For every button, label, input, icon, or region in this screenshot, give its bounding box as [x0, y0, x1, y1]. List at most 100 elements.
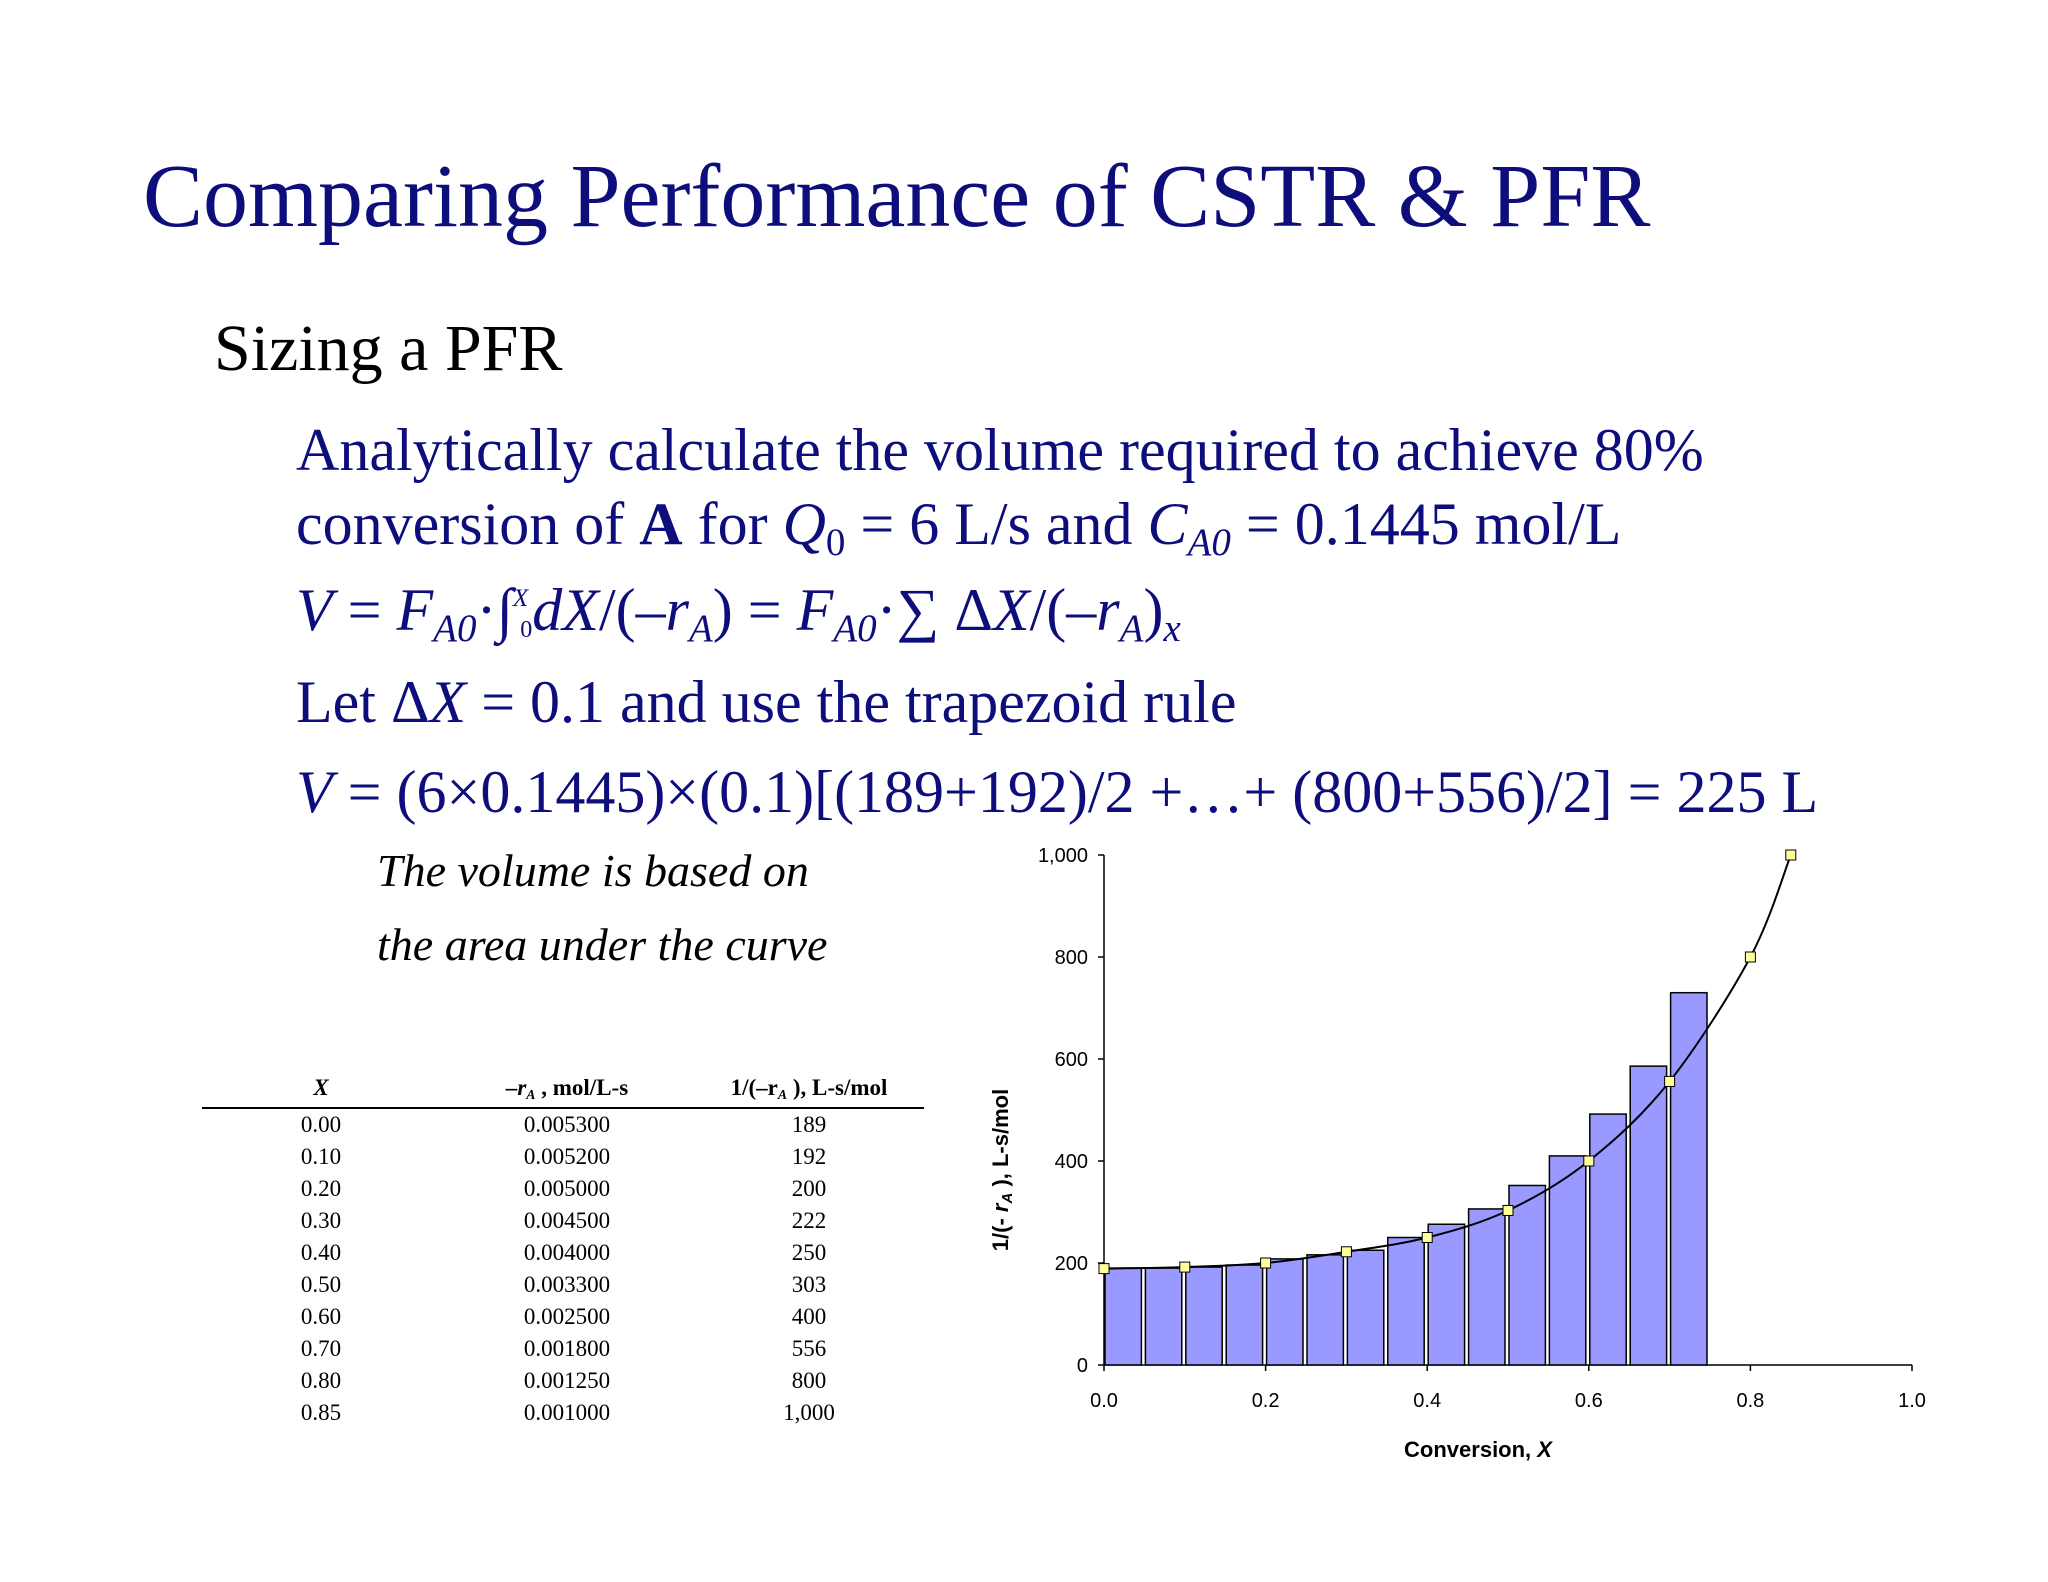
header-inv-post: ), L-s/mol — [787, 1075, 888, 1100]
cell-inverse-rate: 556 — [791, 1336, 827, 1361]
slide-subtitle: Sizing a PFR — [214, 312, 563, 385]
var-v: V — [296, 577, 333, 643]
x-tick-label: 0.4 — [1413, 1390, 1441, 1412]
table-row: 0.80 0.001250 800 — [202, 1365, 924, 1397]
var-f: F — [796, 577, 834, 643]
y-axis-label-sub: A — [999, 1193, 1016, 1205]
cell-rate: 0.001000 — [523, 1400, 611, 1425]
header-inv-sub: A — [777, 1086, 788, 1102]
header-inv-pre: 1/(–r — [730, 1075, 778, 1100]
chart-bar — [1669, 991, 1708, 1366]
cell-x: 0.85 — [300, 1400, 342, 1425]
subscript: A0 — [1187, 520, 1231, 564]
chart-bar — [1185, 1266, 1223, 1366]
text-segment: Let Δ — [296, 669, 430, 735]
text-segment: conversion of — [296, 491, 640, 557]
table-header-row: X –rA , mol/L-s 1/(–rA ), L-s/mol — [202, 1063, 924, 1109]
cell-x: 0.50 — [300, 1272, 342, 1297]
text-segment: = 6 L/s and — [845, 491, 1148, 557]
table-row: 0.40 0.004000 250 — [202, 1237, 924, 1269]
table-row: 0.60 0.002500 400 — [202, 1301, 924, 1333]
table-row: 0.20 0.005000 200 — [202, 1173, 924, 1205]
data-point-marker — [1098, 1263, 1110, 1275]
cell-inverse-rate: 303 — [791, 1272, 827, 1297]
header-x-label: X — [313, 1075, 329, 1100]
integral-lower-limit: 0 — [520, 616, 533, 643]
cell-inverse-rate: 400 — [791, 1304, 827, 1329]
cell-rate: 0.005200 — [523, 1144, 611, 1169]
x-tick-label: 0.2 — [1252, 1390, 1280, 1412]
header-rate-sub: A — [526, 1086, 536, 1102]
chart-bar — [1548, 1155, 1587, 1366]
cell-x: 0.20 — [300, 1176, 342, 1201]
table-row: 0.30 0.004500 222 — [202, 1205, 924, 1237]
trapezoid-equation: V = (6×0.1445)×(0.1)[(189+192)/2 +…+ (80… — [296, 762, 1818, 822]
var-q: Q — [782, 491, 826, 557]
table-row: 0.00 0.005300 189 — [202, 1108, 924, 1141]
text-segment: for — [682, 491, 783, 557]
fitted-curve — [1103, 854, 1792, 1270]
y-tick-label: 800 — [1055, 947, 1088, 969]
y-tick-label: 400 — [1055, 1151, 1088, 1173]
var-f: F — [396, 577, 434, 643]
cell-x: 0.10 — [300, 1144, 342, 1169]
header-inverse-rate: 1/(–rA ), L-s/mol — [694, 1063, 924, 1109]
x-axis-label-text: Conversion, — [1404, 1437, 1537, 1462]
cell-rate: 0.005000 — [523, 1176, 611, 1201]
cell-rate: 0.002500 — [523, 1304, 611, 1329]
cell-rate: 0.001800 — [523, 1336, 611, 1361]
conversion-chart: 0 200 400 600 800 1,000 0.0 0.2 0.4 0.6 0.8 1.0 Conv… — [988, 845, 1926, 1462]
var-v: V — [296, 759, 333, 825]
chart-bar — [1508, 1184, 1547, 1366]
chart-bar — [1387, 1236, 1425, 1366]
x-tick-label: 0.8 — [1736, 1390, 1764, 1412]
cell-x: 0.80 — [300, 1368, 342, 1393]
text-segment: = 0.1445 mol/L — [1230, 491, 1622, 557]
cell-inverse-rate: 800 — [791, 1368, 827, 1393]
text-segment: = — [332, 577, 397, 643]
slide-title: Comparing Performance of CSTR & PFR — [143, 147, 1651, 246]
chart-bar — [1225, 1264, 1264, 1366]
table-row: 0.85 0.001000 1,000 — [202, 1397, 924, 1429]
cell-x: 0.40 — [300, 1240, 342, 1265]
var-c: C — [1147, 491, 1188, 557]
table-row: 0.70 0.001800 556 — [202, 1333, 924, 1365]
header-rate-pre: –r — [505, 1075, 527, 1100]
subscript: x — [1163, 606, 1181, 650]
cell-inverse-rate: 222 — [791, 1208, 827, 1233]
text-segment: /(– — [1029, 577, 1097, 643]
cell-x: 0.60 — [300, 1304, 342, 1329]
subscript: A — [688, 606, 713, 650]
problem-line-1: Analytically calculate the volume requir… — [296, 417, 1704, 483]
subscript: A — [1119, 606, 1144, 650]
data-point-marker — [1502, 1204, 1514, 1216]
integral-sign: ·∫ — [476, 577, 513, 643]
text-segment: ) = — [712, 577, 797, 643]
cell-inverse-rate: 189 — [791, 1112, 827, 1137]
cell-rate: 0.001250 — [523, 1368, 611, 1393]
chart-bar — [1104, 1267, 1143, 1366]
y-axis-label-var: r — [988, 1202, 1013, 1212]
data-point-marker — [1421, 1232, 1433, 1243]
y-tick-label: 1,000 — [1038, 845, 1088, 867]
data-point-marker — [1179, 1261, 1191, 1273]
x-axis-label: Conversion, X — [1404, 1437, 1553, 1462]
y-tick-label: 200 — [1055, 1253, 1088, 1275]
volume-equation: V = FA0·∫X0dX/(–rA) = FA0·∑ ΔX/(–rA)x — [296, 577, 1181, 648]
text-segment: = 0.1 and use the trapezoid rule — [466, 669, 1237, 735]
data-point-marker — [1583, 1155, 1595, 1167]
sum-sign: ·∑ Δ — [876, 577, 993, 643]
chart-bar — [1467, 1208, 1506, 1366]
var-x: X — [992, 577, 1030, 643]
cell-x: 0.30 — [300, 1208, 342, 1233]
note-line-1: The volume is based on — [377, 845, 809, 896]
cell-inverse-rate: 192 — [791, 1144, 827, 1169]
table-row: 0.10 0.005200 192 — [202, 1141, 924, 1173]
data-point-marker — [1664, 1075, 1676, 1087]
cell-rate: 0.004000 — [523, 1240, 611, 1265]
text-segment: ) — [1143, 577, 1164, 643]
subscript: 0 — [825, 520, 846, 564]
table-row: 0.50 0.003300 303 — [202, 1269, 924, 1301]
var-r: r — [1096, 577, 1120, 643]
cell-rate: 0.005300 — [523, 1112, 611, 1137]
